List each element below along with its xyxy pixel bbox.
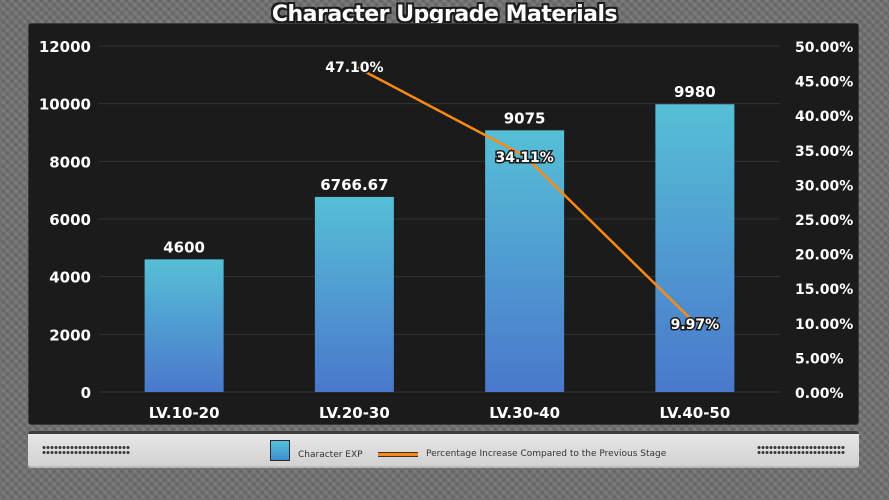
bar-value-label: 9980	[674, 83, 716, 101]
y-right-tick-label: 35.00%	[795, 144, 853, 160]
legend-label-exp: Character EXP	[298, 450, 363, 460]
y-right-tick-label: 50.00%	[795, 40, 853, 56]
y-left-tick-label: 2000	[49, 326, 91, 344]
x-tick-label: LV.30-40	[489, 404, 560, 422]
line-value-label: 47.10%	[325, 60, 383, 76]
bar	[144, 259, 224, 392]
line-point	[693, 321, 697, 325]
x-tick-label: LV.40-50	[659, 404, 730, 422]
y-right-tick-label: 40.00%	[795, 109, 853, 125]
legend-item-exp: Character EXP	[270, 440, 363, 461]
y-right-tick-label: 0.00%	[795, 386, 844, 402]
legend-label-percent: Percentage Increase Compared to the Prev…	[426, 449, 667, 459]
y-left-tick-label: 8000	[49, 153, 91, 171]
decor-dots-left	[42, 445, 130, 455]
line-point	[352, 64, 356, 68]
x-tick-label: LV.20-30	[319, 404, 390, 422]
line-value-label: 9.97%	[671, 317, 720, 333]
y-right-tick-label: 10.00%	[795, 317, 853, 333]
bar	[485, 130, 565, 392]
legend-swatch-line	[378, 452, 418, 457]
y-right-tick-label: 15.00%	[795, 282, 853, 298]
y-right-tick-label: 30.00%	[795, 178, 853, 194]
decor-dots-right	[757, 445, 845, 455]
y-left-tick-label: 12000	[39, 38, 91, 56]
y-left-tick-label: 6000	[49, 211, 91, 229]
chart-title: Character Upgrade Materials	[271, 2, 618, 27]
bar	[314, 196, 394, 392]
legend-item-percent: Percentage Increase Compared to the Prev…	[378, 440, 666, 459]
y-right-tick-label: 20.00%	[795, 248, 853, 264]
y-left-tick-label: 4000	[49, 269, 91, 287]
x-tick-label: LV.10-20	[149, 404, 220, 422]
legend: Character EXP Percentage Increase Compar…	[28, 431, 859, 468]
bar-value-label: 9075	[504, 109, 546, 127]
chart-svg: 0 2000 4000 6000 8000 10000 12000 0.00% 5.00% 10.…	[39, 38, 854, 422]
y-right-tick-label: 5.00%	[795, 351, 844, 367]
y-left-tick-label: 0	[81, 384, 91, 402]
legend-swatch-bar	[270, 440, 290, 461]
y-right-tick-label: 25.00%	[795, 213, 853, 229]
bar-value-label: 6766.67	[320, 176, 388, 194]
y-left-tick-label: 10000	[39, 96, 91, 114]
chart-panel: 0 2000 4000 6000 8000 10000 12000 0.00% 5.00% 10.…	[28, 23, 859, 425]
bar-value-label: 4600	[163, 238, 205, 256]
line-value-label: 34.11%	[495, 150, 553, 166]
line-point	[523, 154, 527, 158]
y-right-tick-label: 45.00%	[795, 75, 853, 91]
bar	[655, 104, 735, 392]
